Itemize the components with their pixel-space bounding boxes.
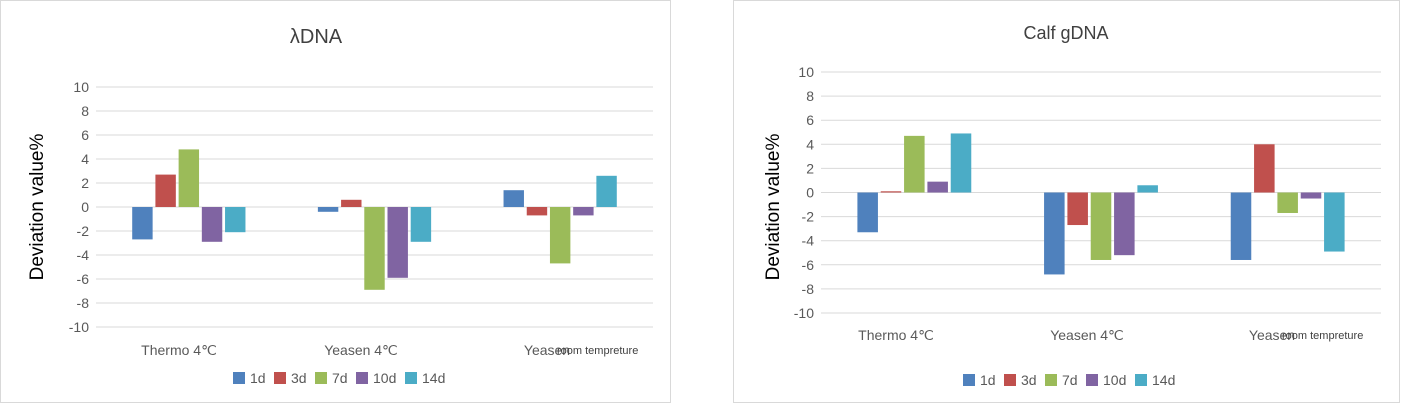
legend-swatch-7d [1045,374,1057,386]
y-axis-label: Deviation value% [763,133,784,280]
bar-14d-2 [596,175,617,207]
legend-swatch-1d [233,372,245,384]
y-tick-label: 6 [81,127,89,143]
bar-3d-0 [880,191,902,193]
legend-label-14d: 14d [422,370,445,386]
x-tick-label: Yeasen [1249,327,1295,343]
y-tick-label: 8 [81,103,89,119]
y-tick-label: -6 [77,271,90,287]
bar-7d-0 [178,149,200,207]
x-tick-label: Yeasen [524,342,570,358]
x-tick-note: room tempreture [557,345,638,357]
legend-swatch-3d [1004,374,1016,386]
x-tick-label: Thermo 4℃ [141,342,217,358]
y-tick-label: 10 [798,64,814,80]
bar-1d-2 [503,190,524,207]
y-tick-label: -10 [794,305,814,321]
y-tick-label: 10 [73,79,89,95]
bar-10d-0 [201,207,223,242]
legend-swatch-14d [405,372,417,384]
legend-swatch-10d [1086,374,1098,386]
bar-14d-0 [950,133,972,193]
bar-1d-0 [857,192,878,233]
bar-14d-2 [1324,192,1345,252]
legend-label-7d: 7d [1062,372,1078,388]
bar-7d-1 [1090,192,1112,260]
bar-7d-2 [549,207,571,264]
y-tick-label: 0 [81,199,89,215]
y-tick-label: 0 [806,185,814,201]
legend-label-1d: 1d [250,370,266,386]
legend-swatch-14d [1135,374,1147,386]
bar-10d-0 [927,181,948,193]
bar-14d-0 [225,207,246,233]
y-tick-label: -8 [802,281,815,297]
legend-label-3d: 3d [1021,372,1037,388]
bar-3d-1 [1067,192,1088,226]
chart-lambda-dna: λDNA 10 8 6 4 2 0 -2 -4 -6 -8 -10 Deviation value% Th… [27,26,653,386]
x-tick-label: Yeasen 4℃ [324,342,398,358]
bar-3d-1 [341,199,362,207]
bar-1d-1 [1044,192,1065,275]
y-tick-label: -2 [77,223,90,239]
y-tick-label: -4 [802,233,815,249]
legend-label-3d: 3d [291,370,307,386]
legend-label-7d: 7d [332,370,348,386]
legend-label-14d: 14d [1152,372,1175,388]
chart-panel-calf-gdna: Calf gDNA 10 8 6 4 2 0 -2 -4 -6 -8 -10 Deviation val… [733,0,1400,403]
chart-title: Calf gDNA [1023,23,1108,43]
y-axis-label: Deviation value% [27,133,48,280]
bar-10d-1 [387,207,408,278]
chart-panel-lambda-dna: λDNA 10 8 6 4 2 0 -2 -4 -6 -8 -10 Deviation value% Th… [0,0,671,403]
legend-swatch-10d [356,372,368,384]
y-tick-label: 4 [81,151,89,167]
bar-14d-1 [1137,185,1158,193]
bar-7d-1 [364,207,385,290]
bar-3d-2 [526,207,548,216]
bar-14d-1 [410,207,432,242]
x-tick-label: Yeasen 4℃ [1050,327,1124,343]
legend-swatch-7d [315,372,327,384]
chart-calf-gdna: Calf gDNA 10 8 6 4 2 0 -2 -4 -6 -8 -10 Deviation val… [763,23,1381,388]
bar-3d-2 [1254,144,1275,193]
x-tick-note: room tempreture [1282,330,1363,342]
legend-label-10d: 10d [1103,372,1126,388]
y-tick-label: -8 [77,295,90,311]
legend-swatch-3d [274,372,286,384]
bar-1d-0 [132,207,153,240]
y-tick-label: -10 [69,319,89,335]
legend-label-1d: 1d [980,372,996,388]
bar-7d-2 [1277,192,1298,213]
legend-label-10d: 10d [373,370,396,386]
legend-swatch-1d [963,374,975,386]
y-tick-label: 6 [806,112,814,128]
y-tick-label: -6 [802,257,815,273]
y-tick-label: 2 [81,175,89,191]
chart-title: λDNA [290,26,343,48]
bar-7d-0 [904,135,925,193]
y-tick-label: 8 [806,88,814,104]
bar-3d-0 [155,174,176,207]
bar-10d-2 [1300,192,1322,199]
y-tick-label: 4 [806,136,814,152]
bar-1d-1 [317,207,339,212]
x-tick-label: Thermo 4℃ [858,327,934,343]
bar-10d-1 [1114,192,1135,256]
bar-1d-2 [1230,192,1252,260]
y-tick-label: -4 [77,247,90,263]
y-tick-label: -2 [802,209,815,225]
y-tick-label: 2 [806,160,814,176]
bar-10d-2 [573,207,594,216]
